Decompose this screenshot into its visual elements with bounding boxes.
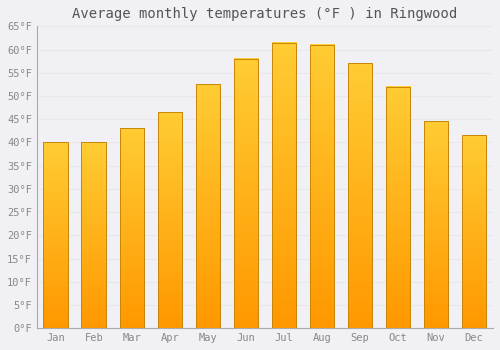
Bar bbox=[348, 63, 372, 328]
Bar bbox=[44, 142, 68, 328]
Bar bbox=[158, 112, 182, 328]
Bar bbox=[82, 142, 106, 328]
Bar bbox=[272, 43, 296, 328]
Bar bbox=[386, 87, 410, 328]
Bar bbox=[310, 45, 334, 328]
Bar bbox=[234, 59, 258, 328]
Bar bbox=[424, 121, 448, 328]
Bar bbox=[196, 84, 220, 328]
Title: Average monthly temperatures (°F ) in Ringwood: Average monthly temperatures (°F ) in Ri… bbox=[72, 7, 458, 21]
Bar bbox=[120, 128, 144, 328]
Bar bbox=[462, 135, 486, 328]
